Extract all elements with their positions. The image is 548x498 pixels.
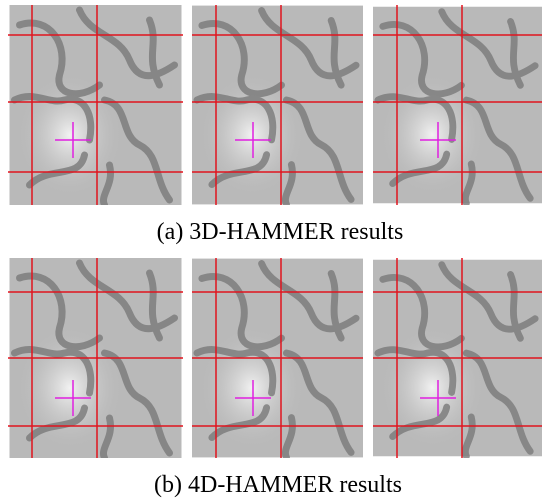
figure: (a) 3D-HAMMER results (b) 4D-HAMMER resu… — [0, 0, 548, 498]
caption: (a) 3D-HAMMER results — [157, 219, 404, 245]
page: (a) 3D-HAMMER results (b) 4D-HAMMER resu… — [0, 0, 548, 498]
caption: (b) 4D-HAMMER results — [154, 472, 402, 498]
mri-panel — [373, 7, 542, 204]
